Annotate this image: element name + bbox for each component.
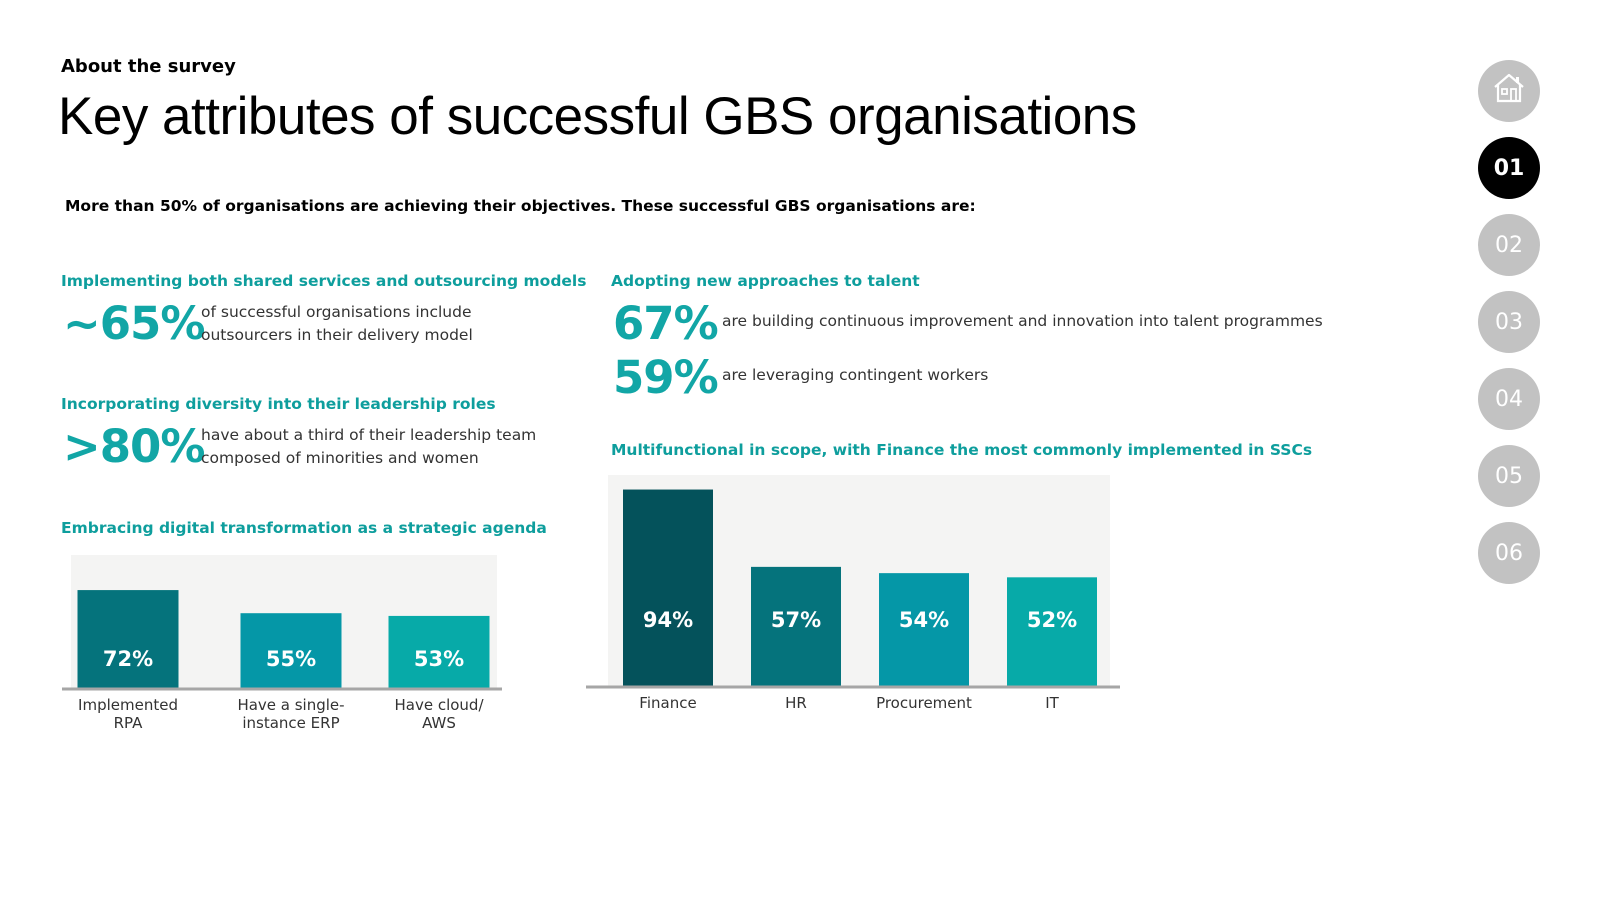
data-label: 57% [771, 608, 821, 632]
sourcing-heading: Implementing both shared services and ou… [61, 272, 587, 290]
data-label: 53% [414, 647, 464, 671]
data-label: 54% [899, 608, 949, 632]
category-label: Procurement [876, 694, 972, 712]
data-label: 72% [103, 647, 153, 671]
category-label: IT [1045, 694, 1059, 712]
bar [879, 573, 969, 686]
category-label: Have a single- [237, 696, 344, 714]
talent-text-2: are leveraging contingent workers [722, 366, 989, 384]
sourcing-stat: ~65% [63, 297, 205, 350]
category-label: AWS [422, 714, 456, 732]
nav-section-01[interactable]: 01 [1478, 137, 1540, 199]
category-label: instance ERP [242, 714, 339, 732]
bar [388, 615, 490, 688]
data-label: 55% [266, 647, 316, 671]
talent-heading: Adopting new approaches to talent [611, 272, 920, 290]
category-label: Implemented [78, 696, 178, 714]
bar [1007, 577, 1097, 686]
diversity-stat: >80% [63, 420, 205, 473]
nav-section-04[interactable]: 04 [1478, 368, 1540, 430]
intro-text: More than 50% of organisations are achie… [65, 197, 976, 215]
bar [623, 489, 713, 686]
bar [77, 590, 179, 688]
diversity-description: have about a third of their leadership t… [201, 424, 536, 470]
talent-stat-2: 59% [613, 351, 719, 404]
category-label: Have cloud/ [394, 696, 484, 714]
digital-chart: 72% Implemented RPA 55% Have a single-instan… [62, 555, 504, 740]
nav-section-02[interactable]: 02 [1478, 214, 1540, 276]
home-icon [1492, 72, 1526, 110]
sourcing-description: of successful organisations include outs… [201, 301, 473, 347]
talent-stat-1: 67% [613, 297, 719, 350]
sourcing-description-line: of successful organisations include [201, 303, 472, 321]
scope-chart: 94% Finance 57% HR 54% Procurement 52% IT [586, 475, 1122, 720]
nav-section-06[interactable]: 06 [1478, 522, 1540, 584]
scope-heading: Multifunctional in scope, with Finance t… [611, 441, 1313, 459]
category-label: RPA [114, 714, 144, 732]
bar [240, 613, 342, 688]
bar [751, 566, 841, 686]
data-label: 52% [1027, 608, 1077, 632]
scope-chart-svg: 94% Finance 57% HR 54% Procurement 52% IT [586, 475, 1120, 712]
nav-section-03[interactable]: 03 [1478, 291, 1540, 353]
diversity-description-line: composed of minorities and women [201, 449, 479, 467]
category-label: Finance [639, 694, 696, 712]
nav-home-button[interactable] [1478, 60, 1540, 122]
page-title: Key attributes of successful GBS organis… [58, 87, 1137, 146]
diversity-description-line: have about a third of their leadership t… [201, 426, 537, 444]
nav-section-05[interactable]: 05 [1478, 445, 1540, 507]
section-eyebrow: About the survey [61, 56, 236, 77]
sourcing-description-line: outsourcers in their delivery model [201, 326, 473, 344]
talent-text-1: are building continuous improvement and … [722, 312, 1323, 330]
diversity-heading: Incorporating diversity into their leade… [61, 395, 496, 413]
digital-heading: Embracing digital transformation as a st… [61, 519, 547, 537]
category-label: HR [785, 694, 807, 712]
data-label: 94% [643, 608, 693, 632]
